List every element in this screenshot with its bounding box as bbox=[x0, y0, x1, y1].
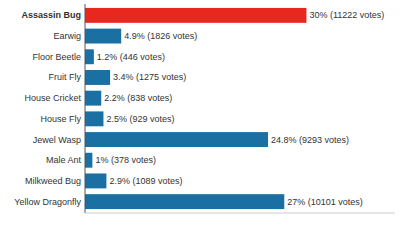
x-axis-line bbox=[85, 213, 395, 214]
bar bbox=[85, 91, 101, 106]
bars bbox=[85, 8, 306, 209]
y-tick-label: House Fly bbox=[40, 114, 81, 124]
bar bbox=[85, 8, 306, 23]
bar bbox=[85, 194, 284, 209]
data-label: 1.2% (446 votes) bbox=[97, 52, 165, 62]
data-label: 27% (10101 votes) bbox=[287, 197, 363, 207]
data-label: 3.4% (1275 votes) bbox=[113, 72, 186, 82]
y-tick-label: Floor Beetle bbox=[32, 52, 81, 62]
y-tick-label: Milkweed Bug bbox=[25, 176, 81, 186]
y-tick-label: Fruit Fly bbox=[49, 72, 82, 82]
bar bbox=[85, 153, 92, 168]
chart: 27% (10101 votes) Yellow Dragonfly 2.9% (1… bbox=[0, 0, 400, 225]
bar bbox=[85, 111, 103, 126]
y-tick-label: House Cricket bbox=[24, 93, 81, 103]
y-tick-label: Assassin Bug bbox=[21, 10, 81, 20]
y-axis-line bbox=[85, 4, 86, 213]
data-label: 1% (378 votes) bbox=[95, 155, 156, 165]
bar bbox=[85, 173, 106, 188]
data-label: 30% (11222 votes) bbox=[309, 10, 384, 20]
chart-container: 27% (10101 votes) Yellow Dragonfly 2.9% (1… bbox=[0, 0, 400, 225]
y-tick-label: Male Ant bbox=[46, 155, 82, 165]
y-tick-label: Earwig bbox=[53, 31, 81, 41]
data-label: 24.8% (9293 votes) bbox=[271, 135, 349, 145]
bar bbox=[85, 29, 121, 44]
bar bbox=[85, 132, 268, 147]
bar bbox=[85, 70, 110, 85]
data-label: 2.5% (929 votes) bbox=[106, 114, 174, 124]
bar bbox=[85, 49, 94, 64]
y-tick-label: Yellow Dragonfly bbox=[14, 197, 81, 207]
data-label: 2.9% (1089 votes) bbox=[109, 176, 182, 186]
data-label: 4.9% (1826 votes) bbox=[124, 31, 197, 41]
data-label: 2.2% (838 votes) bbox=[104, 93, 172, 103]
y-tick-label: Jewel Wasp bbox=[33, 135, 81, 145]
